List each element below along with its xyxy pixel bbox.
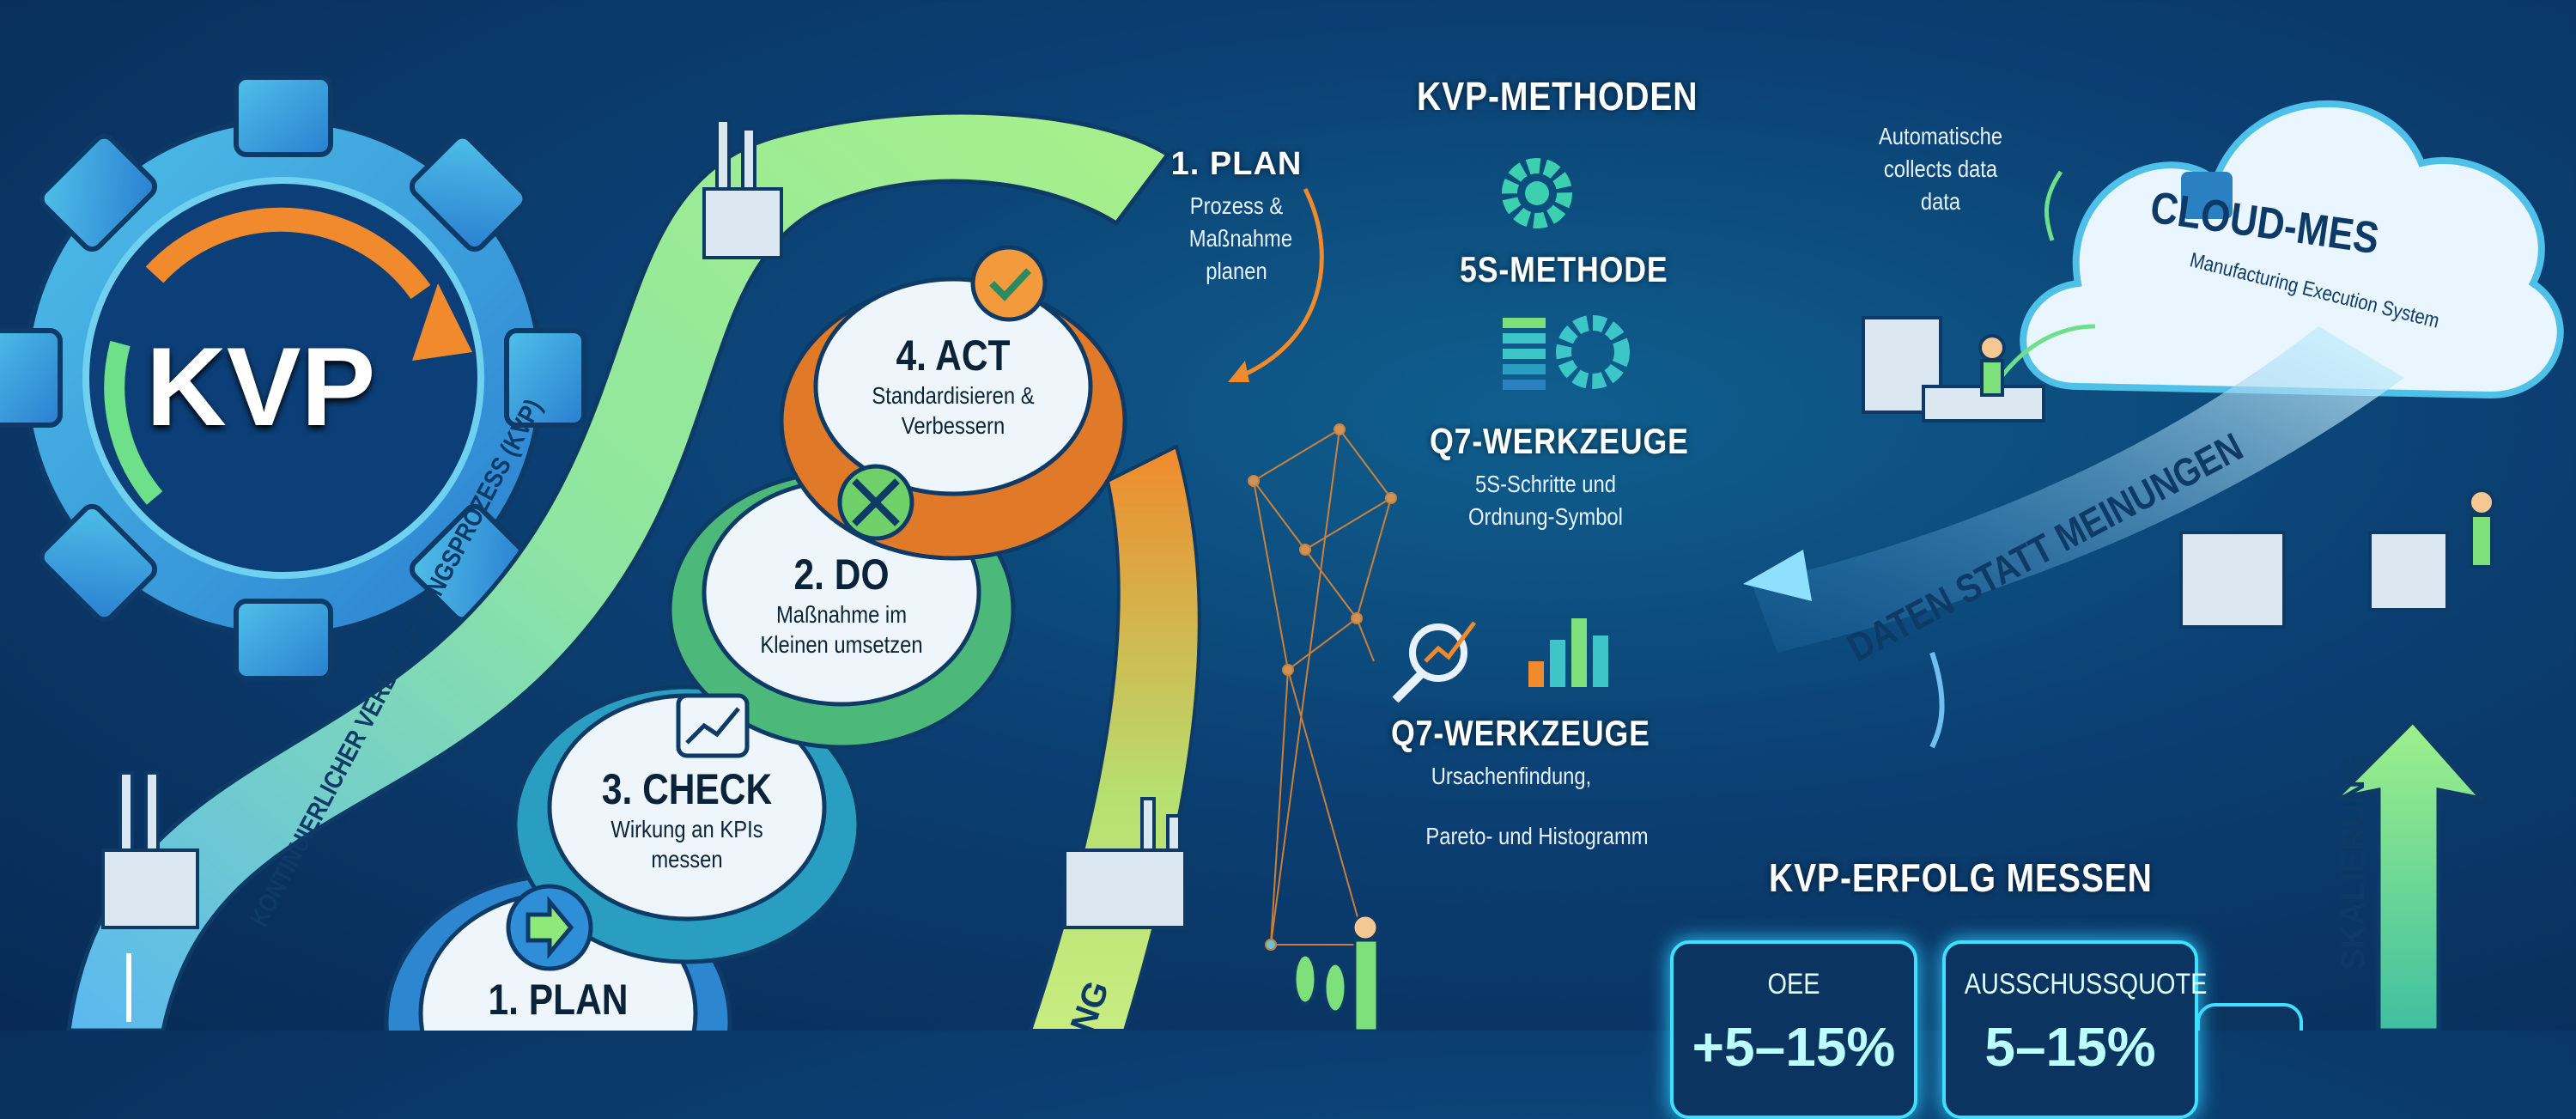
method-5s-title: 5S-METHODE: [1460, 249, 1668, 289]
cycle-step-plan[interactable]: 1. PLAN: [488, 976, 629, 1024]
kpi-oee: OEE +5–15%: [1670, 940, 1917, 1119]
gear-icon: [0, 75, 586, 681]
factory-icon: [101, 119, 1187, 929]
cloud-icon: [2020, 100, 2564, 399]
cycle-step-check[interactable]: 3. CHECK Wirkung an KPIs messen: [601, 765, 773, 873]
5s-bars-icon: [1503, 318, 1546, 390]
method-q7b-desc: Ursachenfindung,: [1431, 763, 1592, 789]
method-q7-title: Q7-WERKZEUGE: [1430, 421, 1689, 461]
lower-ribbon: [1028, 444, 1201, 1031]
scaling-arrow: [2329, 718, 2488, 1031]
diagram-graphics: [0, 75, 2564, 1031]
method-q7b-title: Q7-WERKZEUGE: [1391, 713, 1650, 753]
magnifier-icon: [1392, 621, 1476, 703]
cycle-step-act[interactable]: 4. ACT Standardisieren & Verbessern: [872, 331, 1035, 439]
check-icon: [970, 245, 1048, 322]
plan-arrow: [1236, 187, 1324, 380]
cloud-note: Automatische collects data data: [1878, 123, 2003, 215]
kpi-box-partial: [2196, 1003, 2303, 1031]
kvp-ribbon: [66, 110, 1171, 1031]
cloud-upload-icon: [2181, 172, 2233, 219]
gear-small-icon: [1502, 158, 1572, 228]
cycle-step-do[interactable]: 2. DO Maßnahme im Kleinen umsetzen: [760, 550, 923, 658]
methods-title: KVP-METHODEN: [1417, 74, 1698, 119]
histogram-icon: [1528, 618, 1608, 687]
data-stream: [1752, 326, 2404, 653]
plan-callout: 1. PLAN Prozess & Maßnahme planen: [1170, 146, 1303, 284]
machine-operator-icon: [1862, 316, 2495, 629]
chart-icon: [676, 693, 750, 758]
method-q7b-desc2: Pareto- und Histogramm: [1425, 823, 1649, 849]
network-lines: [1248, 423, 1397, 951]
gear-icon: [1556, 315, 1630, 389]
footprints-icon: [1293, 914, 1379, 1031]
success-title: KVP-ERFOLG MESSEN: [1769, 855, 2153, 900]
scaling-label: SKALIERUNG: [2336, 754, 2372, 970]
method-q7-desc: 5S-Schritte und Ordnung-Symbol: [1468, 471, 1623, 530]
gear-label: KVP: [146, 324, 376, 449]
kpi-ausschussquote: AUSSCHUSSQUOTE 5–15%: [1942, 940, 2207, 1119]
